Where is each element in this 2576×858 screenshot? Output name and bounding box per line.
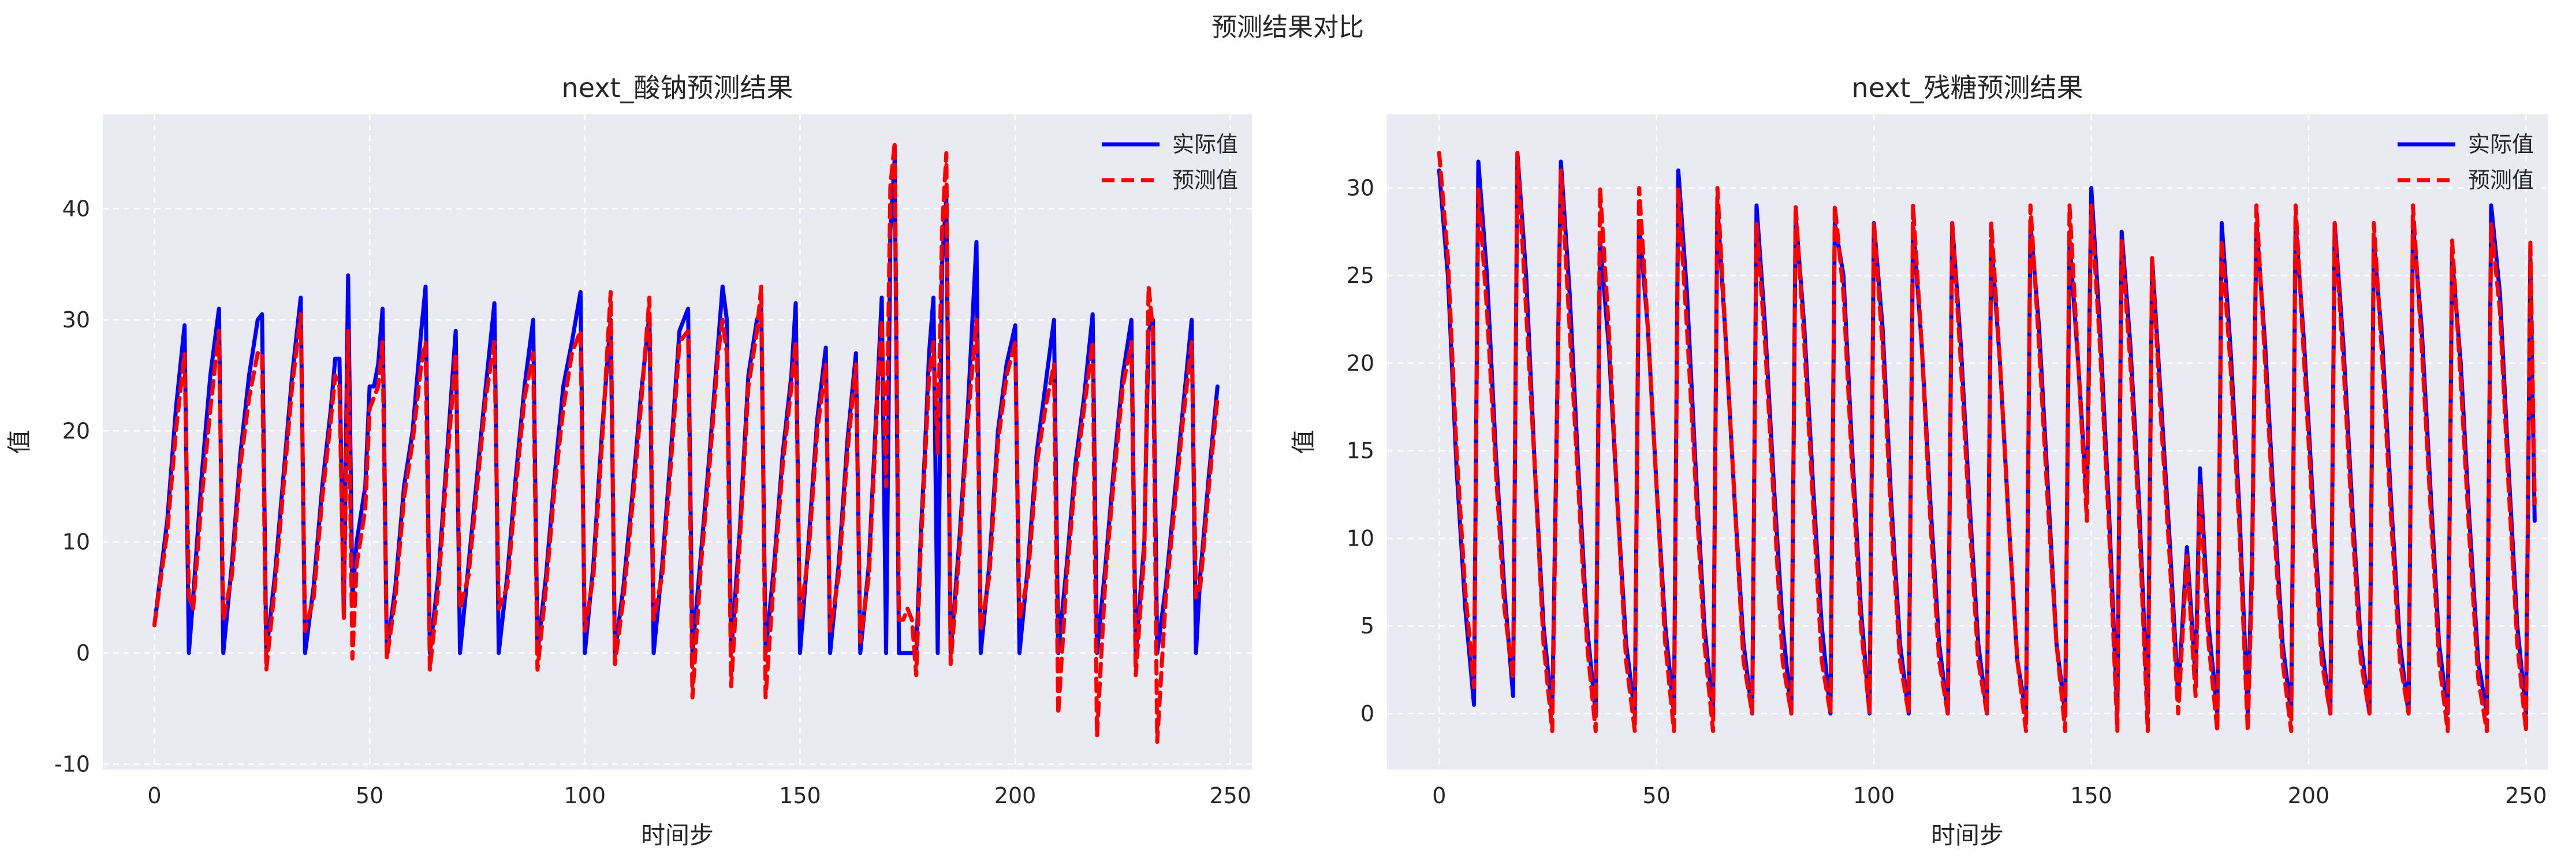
legend-label-predicted: 预测值 [1172, 167, 1238, 193]
y-tick-label: 20 [1347, 350, 1374, 376]
x-tick-label: 50 [1643, 783, 1671, 808]
x-tick-label: 150 [2070, 783, 2112, 808]
y-tick-label: 40 [62, 196, 90, 222]
subplot-title: next_残糖预测结果 [1852, 72, 2083, 103]
figure-title: 预测结果对比 [1211, 13, 1364, 42]
series-group [1437, 151, 2537, 733]
x-axis-label: 时间步 [641, 821, 714, 849]
x-tick-label: 0 [147, 783, 161, 808]
x-axis-label: 时间步 [1931, 821, 2004, 849]
y-tick-label: 25 [1347, 263, 1374, 288]
x-tick-label: 100 [1853, 783, 1895, 808]
x-tick-label: 250 [1209, 783, 1251, 808]
legend-label-actual: 实际值 [1172, 132, 1238, 157]
y-tick-label: 10 [62, 529, 90, 555]
x-tick-label: 0 [1432, 783, 1446, 808]
subplot-sodium: 0 50 100 150 200 250 -10 0 10 20 30 40 next_酸钠预测结果时间… [5, 72, 1252, 849]
x-tick-label: 200 [2288, 783, 2330, 808]
y-tick-label: 10 [1347, 525, 1374, 551]
y-tick-label: 30 [62, 307, 90, 333]
x-tick-label: 150 [779, 783, 821, 808]
legend-label-actual: 实际值 [2468, 132, 2534, 157]
series-line-predicted [1437, 151, 2537, 733]
subplot-title: next_酸钠预测结果 [562, 72, 793, 103]
y-tick-label: 5 [1360, 613, 1374, 639]
legend-label-predicted: 预测值 [2468, 167, 2534, 193]
y-tick-label: -10 [54, 751, 90, 777]
x-tick-label: 50 [356, 783, 383, 808]
subplot-residual-sugar: 0 50 100 150 200 250 0 5 10 15 20 25 30 next_残糖预测结果时间… [1289, 72, 2548, 849]
y-tick-label: 30 [1347, 175, 1374, 200]
y-axis-label: 值 [1289, 430, 1318, 454]
series-line-predicted [152, 140, 1220, 744]
x-tick-label: 200 [994, 783, 1037, 808]
y-tick-label: 15 [1347, 438, 1374, 464]
x-tick-label: 100 [564, 783, 606, 808]
series-group [152, 140, 1220, 744]
x-tick-label: 250 [2505, 783, 2547, 808]
y-tick-label: 20 [62, 418, 90, 443]
y-tick-label: 0 [1360, 701, 1374, 726]
y-tick-label: 0 [76, 640, 90, 666]
y-axis-label: 值 [5, 430, 33, 454]
